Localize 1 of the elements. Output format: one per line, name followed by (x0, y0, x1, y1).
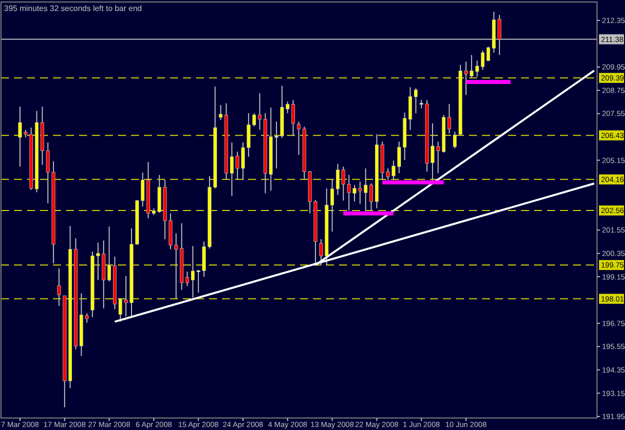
annotation: 395 minutes 32 seconds left to bar end (4, 4, 142, 13)
